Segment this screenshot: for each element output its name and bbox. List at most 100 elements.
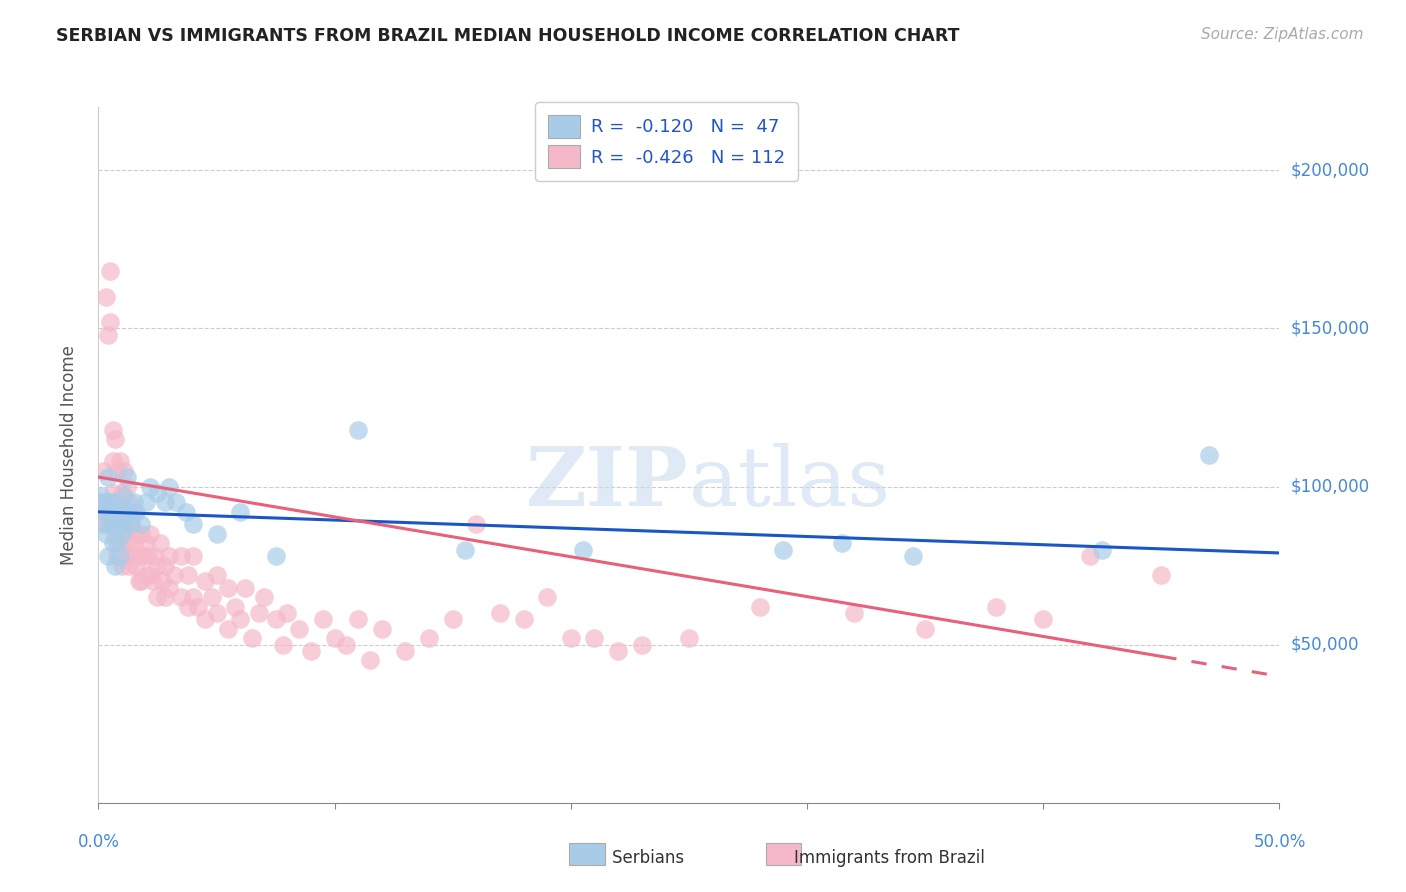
Point <box>205 527 228 541</box>
Point <box>347 612 370 626</box>
Point <box>111 527 134 541</box>
Text: $150,000: $150,000 <box>1291 319 1369 337</box>
Point <box>903 549 925 563</box>
Point <box>108 517 131 532</box>
Point <box>122 505 145 519</box>
Point <box>104 527 127 541</box>
Point <box>323 632 346 646</box>
Point <box>177 599 200 614</box>
Point <box>118 505 141 519</box>
Point <box>97 549 120 563</box>
Point <box>1198 448 1220 462</box>
Point <box>678 632 700 646</box>
Point <box>94 527 117 541</box>
Point <box>125 558 148 573</box>
Point <box>264 612 287 626</box>
Point <box>129 574 152 589</box>
Point <box>129 517 152 532</box>
Point <box>607 644 630 658</box>
Point <box>157 479 180 493</box>
Point <box>97 495 120 509</box>
Point <box>104 495 127 509</box>
Point <box>170 549 193 563</box>
Point <box>465 517 488 532</box>
Point <box>98 495 121 509</box>
Point <box>112 489 135 503</box>
Point <box>129 527 152 541</box>
Point <box>170 591 193 605</box>
Text: 0.0%: 0.0% <box>77 833 120 851</box>
Point <box>97 327 120 342</box>
FancyBboxPatch shape <box>569 843 605 865</box>
Point <box>844 606 866 620</box>
Point <box>108 549 131 563</box>
Text: Source: ZipAtlas.com: Source: ZipAtlas.com <box>1201 27 1364 42</box>
Text: atlas: atlas <box>689 442 891 523</box>
Point <box>90 495 112 509</box>
Point <box>105 505 128 519</box>
Point <box>105 464 128 478</box>
Point <box>335 638 357 652</box>
Point <box>288 622 311 636</box>
Point <box>121 517 143 532</box>
Point <box>112 517 135 532</box>
Point <box>101 454 124 468</box>
Point <box>441 612 464 626</box>
Point <box>121 549 143 563</box>
Point <box>111 505 134 519</box>
Point <box>153 495 176 509</box>
Point <box>101 536 124 550</box>
Point <box>914 622 936 636</box>
Point <box>136 549 159 563</box>
FancyBboxPatch shape <box>766 843 801 865</box>
Point <box>299 644 322 658</box>
Point <box>122 536 145 550</box>
Point <box>115 479 138 493</box>
Point <box>105 536 128 550</box>
Point <box>139 479 162 493</box>
Point <box>253 591 276 605</box>
Point <box>163 568 186 582</box>
Point <box>205 606 228 620</box>
Point <box>135 536 157 550</box>
Point <box>98 517 121 532</box>
Text: $200,000: $200,000 <box>1291 161 1369 179</box>
Point <box>122 495 145 509</box>
Point <box>135 568 157 582</box>
Point <box>150 574 173 589</box>
Point <box>101 517 124 532</box>
Point <box>217 581 239 595</box>
Point <box>143 549 166 563</box>
Point <box>98 264 121 278</box>
Point <box>229 505 252 519</box>
Y-axis label: Median Household Income: Median Household Income <box>59 345 77 565</box>
Point <box>91 495 114 509</box>
Point <box>97 470 120 484</box>
Point <box>359 653 381 667</box>
Point <box>125 527 148 541</box>
Point <box>101 486 124 500</box>
Point <box>108 495 131 509</box>
Point <box>149 536 172 550</box>
Point <box>748 599 770 614</box>
Point <box>276 606 298 620</box>
Point <box>128 549 150 563</box>
Point <box>240 632 263 646</box>
Point <box>146 558 169 573</box>
Point <box>233 581 256 595</box>
Point <box>132 549 155 563</box>
Point <box>489 606 512 620</box>
Point <box>371 622 394 636</box>
Point <box>94 517 117 532</box>
Text: $50,000: $50,000 <box>1291 636 1360 654</box>
Point <box>194 574 217 589</box>
Point <box>347 423 370 437</box>
Point <box>984 599 1007 614</box>
Point <box>153 591 176 605</box>
Point <box>125 505 148 519</box>
Point <box>229 612 252 626</box>
Point <box>118 536 141 550</box>
Text: Serbians: Serbians <box>591 849 683 867</box>
Point <box>115 549 138 563</box>
Point <box>1091 542 1114 557</box>
